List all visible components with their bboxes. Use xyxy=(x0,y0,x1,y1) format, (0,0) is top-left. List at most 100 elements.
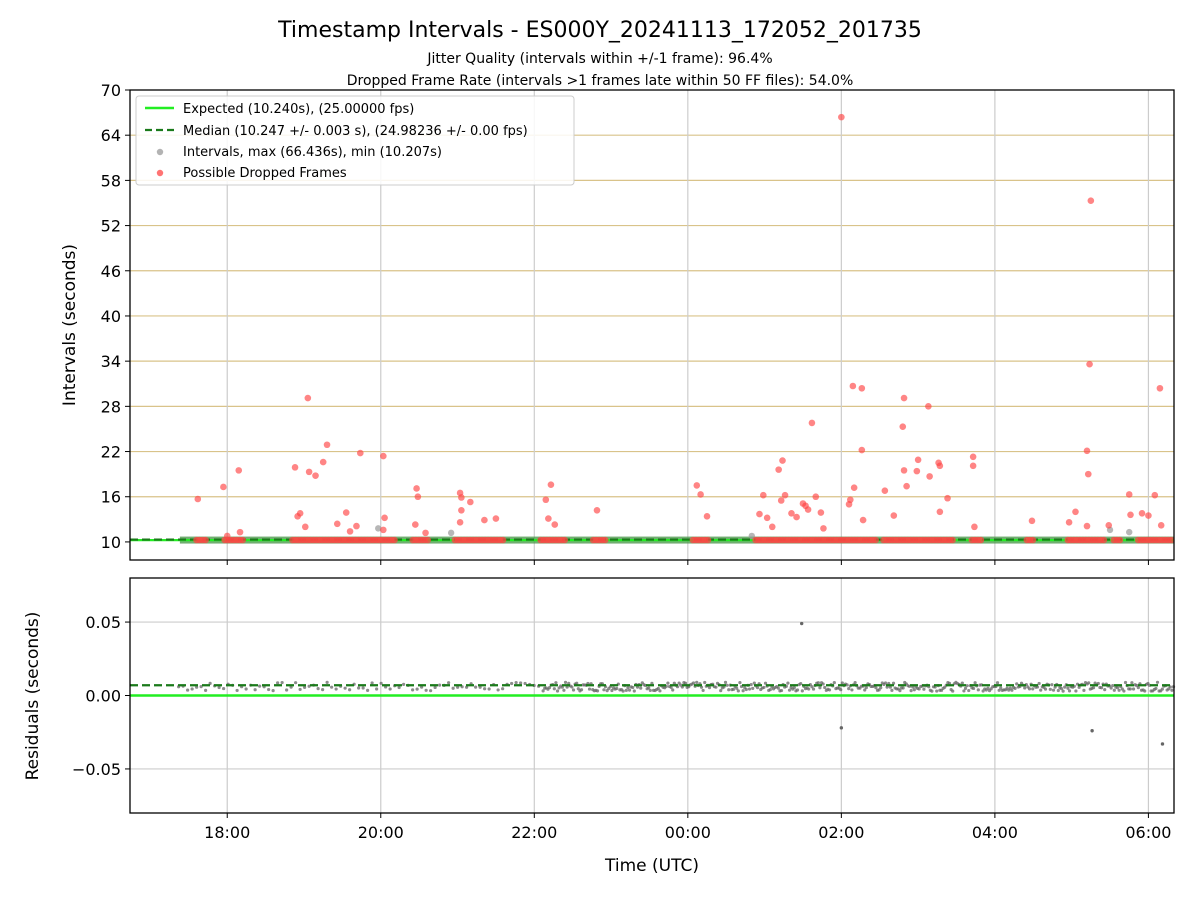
residual-point xyxy=(751,686,755,691)
residual-point xyxy=(1109,686,1113,690)
dropped-frame-point xyxy=(458,494,465,501)
residual-point xyxy=(321,687,325,692)
residual-point xyxy=(397,685,401,690)
residual-point xyxy=(375,687,379,691)
residual-point xyxy=(294,681,298,685)
dropped-frame-point xyxy=(481,516,488,524)
dropped-frame-point xyxy=(903,482,910,490)
residual-point xyxy=(669,685,673,689)
dropped-frame-point xyxy=(414,493,422,501)
dropped-frame-point xyxy=(1116,536,1124,544)
residual-point xyxy=(190,687,194,691)
residual-point xyxy=(719,689,723,693)
residual-point xyxy=(552,687,556,691)
residual-point xyxy=(1123,680,1128,685)
dropped-frame-point xyxy=(422,529,429,537)
residual-point xyxy=(1039,688,1043,692)
dropped-frame-point xyxy=(1084,470,1092,478)
residual-point xyxy=(755,686,760,690)
residual-point xyxy=(714,685,718,689)
x-tick-label: 22:00 xyxy=(511,823,557,842)
dropped-frame-point xyxy=(235,467,243,474)
dropped-frame-point xyxy=(305,468,313,476)
residual-point xyxy=(962,689,966,693)
residual-point xyxy=(1013,686,1017,690)
residual-point xyxy=(818,686,822,690)
top-y-tick-label: 22 xyxy=(101,443,121,462)
dropped-frame-point xyxy=(542,496,550,504)
residual-point xyxy=(280,680,284,685)
residual-point xyxy=(519,681,523,685)
residual-point xyxy=(579,688,584,692)
residual-point xyxy=(456,685,460,689)
residual-point xyxy=(560,685,564,689)
dropped-frame-point xyxy=(194,495,202,503)
dropped-frame-point xyxy=(775,466,782,473)
x-tick-label: 00:00 xyxy=(665,823,711,842)
residual-point xyxy=(691,681,696,685)
x-tick-label: 04:00 xyxy=(972,823,1018,842)
dropped-frame-point xyxy=(1086,360,1093,368)
residual-point xyxy=(303,685,307,689)
residual-point xyxy=(811,687,816,691)
residual-point xyxy=(960,681,964,685)
residual-point xyxy=(547,686,552,690)
dropped-frame-point xyxy=(858,446,866,454)
residual-point xyxy=(839,688,843,692)
dropped-frame-point xyxy=(926,473,933,480)
residual-point xyxy=(541,689,545,693)
residual-point xyxy=(917,687,921,691)
residual-point xyxy=(999,686,1003,690)
residual-point xyxy=(762,685,766,690)
residual-point xyxy=(478,685,482,689)
residual-point xyxy=(763,681,768,685)
residual-point xyxy=(610,688,614,693)
residual-point xyxy=(514,680,518,685)
top-y-tick-label: 70 xyxy=(101,81,121,100)
residual-point xyxy=(271,689,275,693)
residual-point xyxy=(776,686,780,690)
top-y-tick-label: 40 xyxy=(101,307,121,326)
residual-point xyxy=(747,687,752,691)
dropped-frame-point xyxy=(847,496,854,504)
residual-point xyxy=(997,688,1001,692)
residual-point xyxy=(501,687,505,691)
top-y-tick-label: 58 xyxy=(101,171,121,190)
dropped-frame-point xyxy=(202,536,209,544)
residual-point xyxy=(656,686,660,691)
dropped-frame-point xyxy=(323,441,331,449)
dropped-frame-point xyxy=(499,536,507,544)
residual-point xyxy=(963,686,968,690)
residual-point xyxy=(474,685,478,689)
dropped-frame-point xyxy=(914,456,922,464)
dropped-frame-point xyxy=(936,462,944,470)
residual-point xyxy=(922,687,926,691)
dropped-frame-point xyxy=(1138,510,1146,517)
residual-point xyxy=(1111,683,1115,688)
residual-point xyxy=(832,680,836,685)
residual-point xyxy=(874,686,878,690)
dropped-frame-point xyxy=(239,536,246,544)
residual-point xyxy=(1112,688,1116,692)
top-panel-plot xyxy=(130,113,1175,544)
residual-point xyxy=(1143,689,1147,693)
legend-median: Median (10.247 +/- 0.003 s), (24.98236 +… xyxy=(183,124,528,139)
residual-point xyxy=(433,685,437,690)
dropped-frame-point xyxy=(456,519,464,526)
residual-point xyxy=(424,688,428,692)
residual-point xyxy=(1048,687,1052,691)
residual-point xyxy=(901,686,905,690)
residual-point xyxy=(807,687,811,691)
residual-point xyxy=(289,685,293,689)
residual-point xyxy=(912,688,916,692)
residual-point xyxy=(1043,687,1048,691)
residual-point xyxy=(366,688,370,692)
dropped-frame-point xyxy=(1157,522,1165,529)
residual-point xyxy=(823,685,827,690)
dropped-frame-point xyxy=(1156,384,1164,392)
dropped-frame-point xyxy=(944,494,951,502)
residual-point xyxy=(845,683,849,687)
dropped-frame-point xyxy=(900,467,908,474)
residual-point xyxy=(885,685,889,689)
